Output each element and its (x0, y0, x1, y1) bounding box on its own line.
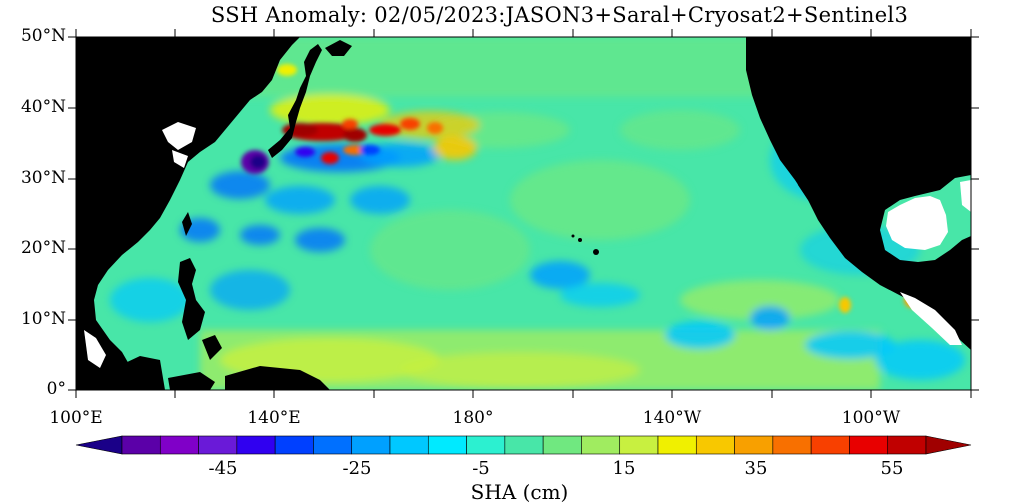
colorbar-right-arrow (925, 435, 972, 455)
lon-label-100e: 100°E (49, 408, 103, 428)
colorbar-tick-label: -45 (208, 458, 238, 479)
lat-label-0: 0° (46, 379, 66, 399)
colorbar-swatch (236, 435, 276, 455)
colorbar-swatch (274, 435, 314, 455)
lat-label-20n: 20°N (20, 238, 66, 258)
ocean-field (76, 37, 971, 390)
colorbar-swatch (121, 435, 161, 455)
colorbar-swatch (657, 435, 697, 455)
lat-label-40n: 40°N (20, 97, 66, 117)
lon-label-180: 180° (452, 408, 494, 428)
colorbar-swatch (504, 435, 544, 455)
lat-label-30n: 30°N (20, 168, 66, 188)
lon-label-100w: 100°W (841, 408, 901, 428)
lon-label-140e: 140°E (247, 408, 301, 428)
colorbar-swatch (313, 435, 353, 455)
colorbar-tick-label: 55 (880, 458, 904, 479)
colorbar-swatch (810, 435, 850, 455)
colorbar-swatch (159, 435, 199, 455)
colorbar-swatch (581, 435, 621, 455)
colorbar-swatch (772, 435, 812, 455)
colorbar-swatch (734, 435, 774, 455)
lon-label-140w: 140°W (642, 408, 702, 428)
colorbar-swatch (887, 435, 927, 455)
lat-label-10n: 10°N (20, 309, 66, 329)
colorbar-title: SHA (cm) (470, 480, 569, 504)
colorbar-left-arrow (75, 435, 123, 455)
colorbar-swatch (198, 435, 238, 455)
colorbar (75, 435, 972, 455)
lat-label-50n: 50°N (20, 26, 66, 46)
map-frame (75, 36, 972, 391)
colorbar-swatch (695, 435, 735, 455)
colorbar-swatch (466, 435, 506, 455)
colorbar-swatch (389, 435, 429, 455)
colorbar-tick-label: 15 (612, 458, 636, 479)
colorbar-tick-label: -25 (342, 458, 372, 479)
colorbar-swatch (427, 435, 467, 455)
colorbar-swatch (849, 435, 889, 455)
colorbar-tick-label: -5 (472, 458, 490, 479)
map-title: SSH Anomaly: 02/05/2023:JASON3+Saral+Cry… (210, 3, 909, 27)
colorbar-tick-label: 35 (744, 458, 768, 479)
colorbar-swatch (351, 435, 391, 455)
colorbar-swatch (619, 435, 659, 455)
colorbar-swatch (542, 435, 582, 455)
no-data-regions (84, 122, 971, 368)
land-masses (76, 37, 971, 390)
axis-ticks (68, 29, 979, 398)
